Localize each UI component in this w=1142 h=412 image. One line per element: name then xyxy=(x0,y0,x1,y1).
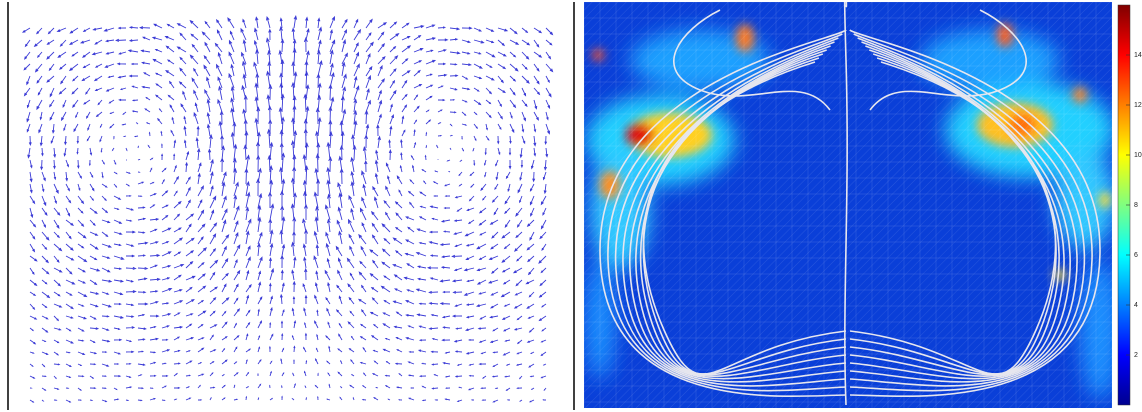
streamline xyxy=(869,9,1027,111)
streamline xyxy=(615,37,847,387)
streamlines xyxy=(599,2,1101,406)
streamline xyxy=(849,29,1101,398)
colorbar-tick-label: 2 xyxy=(1134,352,1138,359)
streamline xyxy=(607,33,847,392)
streamline xyxy=(629,45,847,380)
colorbar-tick-label: 6 xyxy=(1134,252,1138,259)
heatmap xyxy=(584,2,1112,408)
streamline xyxy=(849,41,1078,383)
colorbar-tick-label: 10 xyxy=(1134,152,1142,159)
streamline xyxy=(849,33,1093,392)
quiver-field xyxy=(21,15,554,403)
colorbar-tick-label: 8 xyxy=(1134,202,1138,209)
streamline xyxy=(843,2,848,406)
streamline xyxy=(599,29,847,398)
streamline xyxy=(673,9,831,111)
colorbar-tick-label: 12 xyxy=(1134,102,1142,109)
streamline xyxy=(849,61,1057,375)
streamline xyxy=(642,61,847,375)
streamline xyxy=(622,41,847,383)
streamline xyxy=(849,45,1071,380)
colorbar-tick-label: 14 xyxy=(1134,52,1142,59)
streamline xyxy=(849,37,1085,387)
colorbar-tick-label: 4 xyxy=(1134,302,1138,309)
streamline xyxy=(642,57,847,375)
